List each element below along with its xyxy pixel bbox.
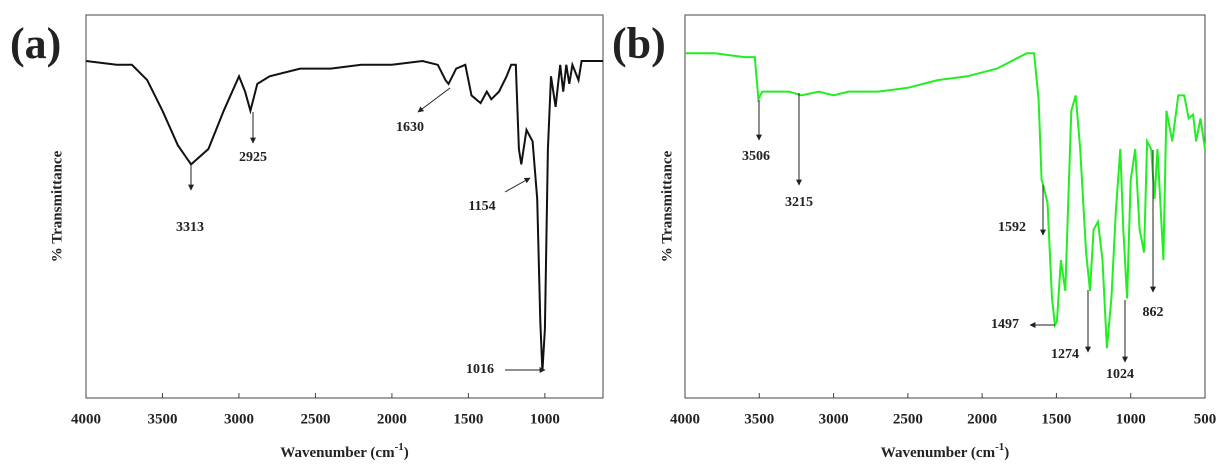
- x-tick-label: 2000: [377, 411, 407, 427]
- x-tick-label: 500: [1194, 411, 1217, 427]
- annotation: 1016: [466, 362, 494, 377]
- x-tick-label: 3500: [744, 411, 774, 427]
- y-axis-label: % Transmittance: [49, 150, 65, 262]
- annotation: 1024: [1106, 367, 1134, 382]
- annotation: 3215: [785, 195, 813, 210]
- x-tick-label: 3000: [819, 411, 849, 427]
- annotation: 1154: [468, 199, 495, 214]
- x-tick-label: 4000: [670, 411, 700, 427]
- x-tick-label: 2500: [300, 411, 330, 427]
- y-axis-label: % Transmittance: [659, 150, 675, 262]
- plot-frame: [85, 14, 604, 399]
- annotation: 1592: [998, 220, 1026, 235]
- panel-label: (a): [10, 19, 61, 68]
- x-tick-label: 1000: [1116, 411, 1146, 427]
- x-tick-label: 4000: [71, 411, 101, 427]
- panel-label: (b): [612, 19, 666, 68]
- plot-frame: [684, 14, 1206, 399]
- spectrum-line: [85, 59, 603, 372]
- annotation: 1274: [1051, 347, 1079, 362]
- annotation-arrow: [504, 177, 531, 193]
- x-tick-label: 1500: [453, 411, 483, 427]
- x-tick-label: 3500: [147, 411, 177, 427]
- x-axis-label-sup: -1: [995, 441, 1004, 453]
- annotation: 3313: [176, 220, 204, 235]
- annotation: 1630: [396, 120, 424, 135]
- x-axis-label-text: Wavenumber (cm: [280, 445, 395, 461]
- x-axis-label: Wavenumber (cm-1): [881, 441, 1009, 462]
- x-axis-label: Wavenumber (cm-1): [280, 441, 408, 462]
- x-tick-label: 2500: [893, 411, 923, 427]
- x-tick-label: 3000: [224, 411, 254, 427]
- x-axis-label-end: ): [1004, 445, 1009, 461]
- annotation-arrow: [417, 87, 451, 113]
- x-tick-label: 2000: [967, 411, 997, 427]
- x-axis-label-sup: -1: [395, 441, 404, 453]
- annotation: 862: [1143, 305, 1164, 320]
- x-tick-label: 1000: [530, 411, 560, 427]
- annotation: 3506: [742, 149, 770, 164]
- x-axis-label-end: ): [404, 445, 409, 461]
- x-axis-label-text: Wavenumber (cm: [881, 445, 996, 461]
- annotation: 1497: [991, 317, 1019, 332]
- x-tick-label: 1500: [1041, 411, 1071, 427]
- annotation: 2925: [239, 150, 267, 165]
- spectrum-line: [685, 52, 1206, 349]
